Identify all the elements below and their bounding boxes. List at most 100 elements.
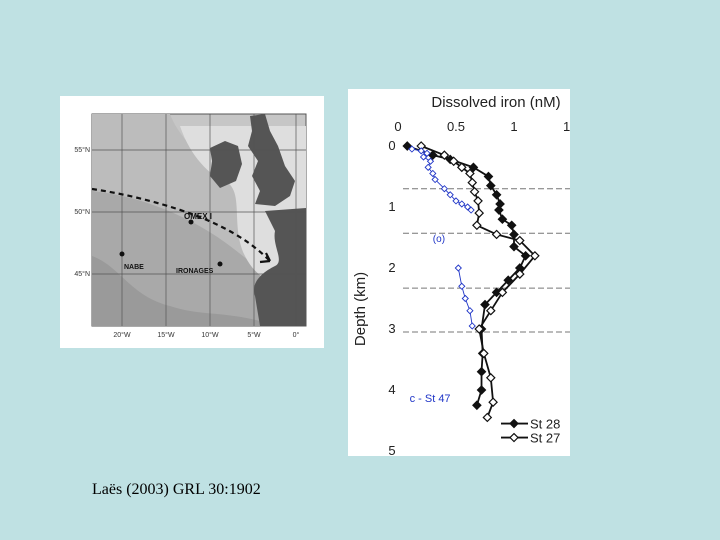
series-label-st47: c - St 47	[410, 393, 451, 405]
y-axis-label: Depth (km)	[352, 272, 369, 346]
data-point	[419, 153, 428, 161]
map-grid	[92, 114, 306, 326]
data-point	[429, 169, 437, 178]
annotation-label: (o)	[433, 234, 445, 245]
data-point	[468, 162, 479, 173]
map-svg: OMEX I NABE IRONAGES 55°N 50°N 45°N 20°W…	[60, 96, 324, 348]
data-point	[503, 275, 514, 286]
deep-ocean	[92, 191, 306, 326]
data-point	[485, 305, 496, 316]
data-point	[454, 264, 462, 272]
data-point	[423, 149, 431, 157]
data-point	[468, 322, 476, 330]
lon-label: 15°W	[157, 331, 175, 339]
data-point	[497, 214, 508, 225]
y-tick-label: 5	[388, 443, 395, 456]
data-point	[514, 269, 525, 279]
data-point	[530, 250, 540, 261]
data-point	[474, 324, 485, 334]
data-point	[461, 294, 469, 303]
data-point	[506, 220, 517, 231]
lat-label: 50°N	[74, 208, 90, 216]
data-point	[514, 235, 525, 246]
lon-label: 20°W	[113, 331, 131, 339]
legend-marker	[509, 418, 519, 429]
y-tick-label: 0	[388, 138, 395, 153]
data-point	[458, 200, 466, 208]
data-point	[476, 385, 487, 395]
y-tick-label: 2	[388, 260, 395, 275]
track-arrow-icon	[259, 252, 271, 264]
station-ironages-marker	[217, 261, 223, 267]
data-point	[439, 150, 450, 160]
land-ireland	[210, 141, 242, 188]
station-nabe-marker	[119, 251, 125, 257]
data-point	[467, 206, 475, 214]
data-point	[467, 177, 478, 188]
data-point	[491, 229, 502, 240]
map-figure: OMEX I NABE IRONAGES 55°N 50°N 45°N 20°W…	[60, 96, 324, 348]
data-point	[426, 157, 435, 165]
lon-label: 10°W	[201, 331, 219, 339]
station-nabe-label: NABE	[124, 264, 144, 271]
data-point	[431, 175, 439, 184]
data-point	[417, 147, 425, 155]
lon-label: 5°W	[247, 331, 261, 339]
data-point	[482, 412, 493, 423]
station-omex-label: OMEX I	[184, 212, 212, 221]
data-point	[472, 400, 482, 411]
station-omex-marker	[188, 219, 194, 225]
x-tick-label: 1	[510, 119, 517, 134]
data-point	[465, 168, 475, 179]
lat-label: 45°N	[74, 270, 90, 278]
data-point	[483, 171, 494, 182]
data-point	[446, 191, 454, 199]
data-point	[480, 299, 490, 310]
data-point	[448, 156, 459, 167]
data-point	[485, 372, 496, 383]
data-point	[440, 185, 449, 193]
data-point	[472, 220, 482, 231]
x-tick-label: 0	[394, 119, 401, 134]
y-tick-label: 4	[388, 382, 395, 397]
data-point	[424, 163, 432, 171]
station-ironages-label: IRONAGES	[176, 268, 214, 275]
data-point	[509, 241, 519, 252]
land-britain	[248, 114, 295, 206]
data-point	[456, 162, 467, 173]
data-point	[452, 197, 460, 205]
lon-label: 0°	[293, 331, 300, 339]
legend-label: St 28	[530, 417, 560, 432]
data-point	[478, 348, 489, 359]
citation-text: Laës (2003) GRL 30:1902	[92, 481, 261, 498]
chart-svg: Dissolved iron (nM) Depth (km) 0 0.5 1 1.5 0…	[348, 89, 581, 458]
data-point	[466, 307, 474, 315]
y-tick-label: 3	[388, 321, 395, 336]
data-point	[488, 397, 498, 408]
lat-label: 55°N	[74, 146, 90, 154]
data-point	[491, 189, 502, 200]
data-point	[473, 196, 483, 206]
data-point	[494, 205, 504, 215]
data-point	[497, 287, 508, 298]
x-tick-label: 1.5	[563, 119, 570, 134]
y-tick-label: 1	[388, 199, 395, 214]
legend-label: St 27	[530, 431, 560, 446]
land-europe	[254, 208, 306, 326]
series-layer	[402, 141, 540, 423]
data-point	[520, 250, 531, 261]
data-point	[408, 145, 416, 153]
data-point	[458, 282, 466, 290]
reference-lines	[403, 188, 570, 333]
data-point	[476, 366, 487, 377]
iron-profile-chart: Dissolved iron (nM) Depth (km) 0 0.5 1 1.5 0…	[348, 89, 581, 458]
data-point	[474, 208, 485, 218]
x-tick-label: 0.5	[447, 119, 465, 134]
data-point	[485, 180, 496, 191]
data-point	[469, 186, 480, 197]
data-point	[402, 141, 413, 151]
chart-title: Dissolved iron (nM)	[431, 94, 560, 111]
cruise-track	[91, 187, 271, 262]
legend-marker	[509, 432, 519, 443]
